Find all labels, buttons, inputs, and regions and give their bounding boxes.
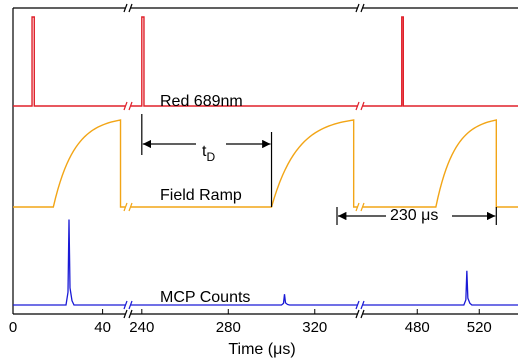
break-mark: [128, 300, 133, 310]
red-689nm-trace: [13, 16, 125, 107]
delay-label: tD: [202, 143, 215, 164]
mcp-counts-trace: [131, 294, 358, 306]
red-689nm-trace: [131, 16, 358, 107]
break-mark: [123, 101, 128, 111]
period-label: 230 μs: [390, 207, 438, 224]
series-label-red: Red 689nm: [160, 93, 243, 110]
break-mark: [128, 3, 133, 13]
field-ramp-trace: [13, 119, 125, 208]
break-mark: [360, 3, 365, 13]
break-mark: [128, 101, 133, 111]
x-tick-label: 0: [9, 319, 17, 336]
break-mark: [360, 300, 365, 310]
break-mark: [355, 309, 360, 319]
x-ticks: 0 40 240 280 320 480 520: [9, 309, 492, 336]
break-mark: [128, 309, 133, 319]
break-mark: [123, 309, 128, 319]
x-tick-label: 320: [302, 319, 327, 336]
red-689nm-trace: [363, 16, 518, 107]
break-mark: [355, 3, 360, 13]
x-tick-label: 40: [94, 319, 111, 336]
x-tick-label: 280: [216, 319, 241, 336]
x-axis-label: Time (μs): [228, 341, 295, 358]
plot-frame: [12, 7, 518, 315]
delay-label-main: t: [202, 143, 207, 160]
field-ramp-trace: [131, 119, 358, 208]
x-tick-label: 480: [405, 319, 430, 336]
break-mark: [123, 300, 128, 310]
break-mark: [123, 202, 128, 212]
break-mark: [123, 3, 128, 13]
x-tick-label: 520: [467, 319, 492, 336]
series-label-field-ramp: Field Ramp: [160, 187, 242, 204]
series-label-mcp-counts: MCP Counts: [160, 289, 250, 306]
delay-label-subscript: D: [206, 150, 215, 164]
mcp-counts-trace: [13, 219, 125, 306]
break-mark: [128, 202, 133, 212]
axis-break-marks: [123, 3, 365, 319]
break-mark: [360, 309, 365, 319]
annotations: [141, 114, 497, 225]
series-traces: [13, 16, 518, 306]
field-ramp-trace: [363, 119, 518, 208]
mcp-counts-trace: [363, 270, 518, 306]
break-mark: [360, 202, 365, 212]
break-mark: [360, 101, 365, 111]
x-tick-label: 240: [129, 319, 154, 336]
